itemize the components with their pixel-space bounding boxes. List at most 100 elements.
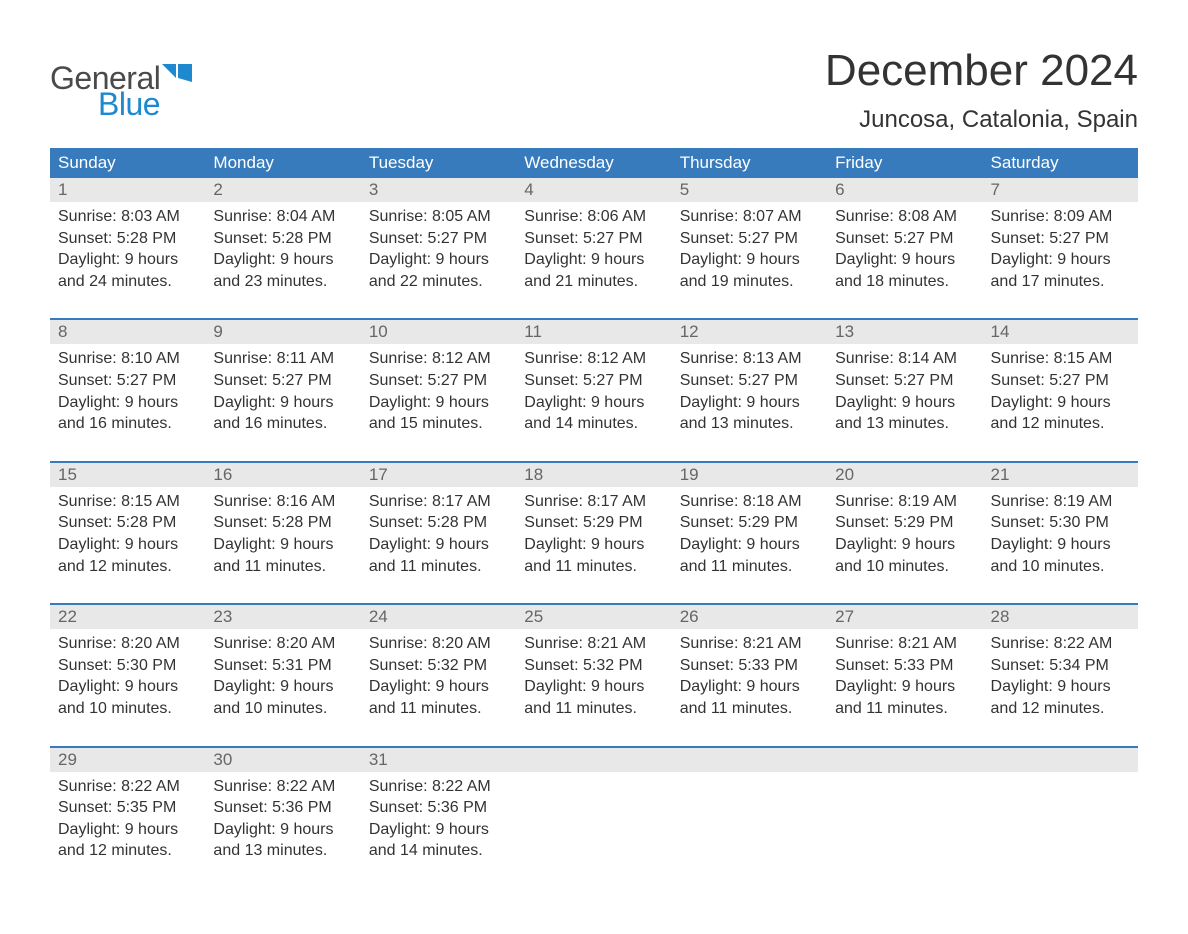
brand-text-blue: Blue bbox=[98, 88, 192, 120]
sunset-text: Sunset: 5:30 PM bbox=[991, 512, 1130, 534]
daylight-text-line2: and 12 minutes. bbox=[991, 698, 1130, 720]
daylight-text-line2: and 13 minutes. bbox=[680, 413, 819, 435]
day-number-cell: 23 bbox=[205, 605, 360, 629]
sunrise-text: Sunrise: 8:20 AM bbox=[213, 633, 352, 655]
daylight-text-line1: Daylight: 9 hours bbox=[524, 249, 663, 271]
day-number-cell: 12 bbox=[672, 320, 827, 344]
daylight-text-line1: Daylight: 9 hours bbox=[991, 676, 1130, 698]
day-number-cell: 28 bbox=[983, 605, 1138, 629]
daylight-text-line2: and 13 minutes. bbox=[213, 840, 352, 862]
daylight-text-line2: and 12 minutes. bbox=[58, 556, 197, 578]
day-number-cell: 4 bbox=[516, 178, 671, 202]
sunrise-text: Sunrise: 8:12 AM bbox=[369, 348, 508, 370]
daylight-text-line1: Daylight: 9 hours bbox=[369, 534, 508, 556]
calendar-body: 1234567Sunrise: 8:03 AMSunset: 5:28 PMDa… bbox=[50, 178, 1138, 888]
daylight-text-line2: and 19 minutes. bbox=[680, 271, 819, 293]
sunset-text: Sunset: 5:35 PM bbox=[58, 797, 197, 819]
location-text: Juncosa, Catalonia, Spain bbox=[825, 106, 1138, 134]
daylight-text-line1: Daylight: 9 hours bbox=[213, 392, 352, 414]
sunrise-text: Sunrise: 8:12 AM bbox=[524, 348, 663, 370]
sunset-text: Sunset: 5:28 PM bbox=[369, 512, 508, 534]
day-cell: Sunrise: 8:10 AMSunset: 5:27 PMDaylight:… bbox=[50, 344, 205, 461]
daylight-text-line1: Daylight: 9 hours bbox=[991, 249, 1130, 271]
day-number-cell: 19 bbox=[672, 463, 827, 487]
daylight-text-line1: Daylight: 9 hours bbox=[213, 819, 352, 841]
weekday-header: Wednesday bbox=[516, 148, 671, 178]
sunrise-text: Sunrise: 8:07 AM bbox=[680, 206, 819, 228]
day-number-cell: 6 bbox=[827, 178, 982, 202]
sunrise-text: Sunrise: 8:20 AM bbox=[369, 633, 508, 655]
day-number-cell: 30 bbox=[205, 748, 360, 772]
day-number-row: 891011121314 bbox=[50, 320, 1138, 344]
daylight-text-line1: Daylight: 9 hours bbox=[835, 676, 974, 698]
sunset-text: Sunset: 5:27 PM bbox=[991, 370, 1130, 392]
day-number-cell bbox=[983, 748, 1138, 772]
weekday-header: Sunday bbox=[50, 148, 205, 178]
daylight-text-line2: and 13 minutes. bbox=[835, 413, 974, 435]
brand-logo: General Blue bbox=[50, 46, 192, 120]
daylight-text-line2: and 15 minutes. bbox=[369, 413, 508, 435]
daylight-text-line1: Daylight: 9 hours bbox=[680, 676, 819, 698]
day-number-cell: 9 bbox=[205, 320, 360, 344]
daylight-text-line1: Daylight: 9 hours bbox=[524, 534, 663, 556]
sunset-text: Sunset: 5:30 PM bbox=[58, 655, 197, 677]
day-cell bbox=[672, 772, 827, 888]
sunset-text: Sunset: 5:34 PM bbox=[991, 655, 1130, 677]
sunrise-text: Sunrise: 8:21 AM bbox=[680, 633, 819, 655]
day-cell: Sunrise: 8:22 AMSunset: 5:36 PMDaylight:… bbox=[205, 772, 360, 888]
sunrise-text: Sunrise: 8:05 AM bbox=[369, 206, 508, 228]
day-cell: Sunrise: 8:17 AMSunset: 5:28 PMDaylight:… bbox=[361, 487, 516, 604]
weekday-header: Thursday bbox=[672, 148, 827, 178]
sunrise-text: Sunrise: 8:18 AM bbox=[680, 491, 819, 513]
sunrise-text: Sunrise: 8:10 AM bbox=[58, 348, 197, 370]
sunset-text: Sunset: 5:27 PM bbox=[991, 228, 1130, 250]
day-number-cell: 20 bbox=[827, 463, 982, 487]
page-title: December 2024 bbox=[825, 46, 1138, 96]
header-region: General Blue December 2024 Juncosa, Cata… bbox=[50, 46, 1138, 134]
sunset-text: Sunset: 5:27 PM bbox=[835, 370, 974, 392]
day-cell: Sunrise: 8:15 AMSunset: 5:28 PMDaylight:… bbox=[50, 487, 205, 604]
day-cell: Sunrise: 8:12 AMSunset: 5:27 PMDaylight:… bbox=[516, 344, 671, 461]
daylight-text-line2: and 16 minutes. bbox=[213, 413, 352, 435]
day-number-cell: 21 bbox=[983, 463, 1138, 487]
day-cell: Sunrise: 8:09 AMSunset: 5:27 PMDaylight:… bbox=[983, 202, 1138, 319]
sunset-text: Sunset: 5:27 PM bbox=[835, 228, 974, 250]
sunrise-text: Sunrise: 8:22 AM bbox=[58, 776, 197, 798]
flag-icon bbox=[162, 64, 192, 90]
daylight-text-line1: Daylight: 9 hours bbox=[524, 392, 663, 414]
daylight-text-line1: Daylight: 9 hours bbox=[835, 534, 974, 556]
daylight-text-line1: Daylight: 9 hours bbox=[524, 676, 663, 698]
daylight-text-line2: and 24 minutes. bbox=[58, 271, 197, 293]
daylight-text-line1: Daylight: 9 hours bbox=[369, 249, 508, 271]
weekday-header: Friday bbox=[827, 148, 982, 178]
sunrise-text: Sunrise: 8:22 AM bbox=[991, 633, 1130, 655]
day-cell bbox=[983, 772, 1138, 888]
day-cell: Sunrise: 8:08 AMSunset: 5:27 PMDaylight:… bbox=[827, 202, 982, 319]
daylight-text-line2: and 11 minutes. bbox=[369, 556, 508, 578]
daylight-text-line1: Daylight: 9 hours bbox=[58, 249, 197, 271]
weekday-header: Saturday bbox=[983, 148, 1138, 178]
daylight-text-line1: Daylight: 9 hours bbox=[213, 249, 352, 271]
daylight-text-line2: and 12 minutes. bbox=[58, 840, 197, 862]
day-cell: Sunrise: 8:20 AMSunset: 5:30 PMDaylight:… bbox=[50, 629, 205, 746]
sunset-text: Sunset: 5:29 PM bbox=[835, 512, 974, 534]
day-cell bbox=[827, 772, 982, 888]
daylight-text-line2: and 17 minutes. bbox=[991, 271, 1130, 293]
day-number-cell: 24 bbox=[361, 605, 516, 629]
sunset-text: Sunset: 5:27 PM bbox=[369, 370, 508, 392]
day-number-cell: 27 bbox=[827, 605, 982, 629]
daylight-text-line2: and 11 minutes. bbox=[680, 698, 819, 720]
weekday-header-row: Sunday Monday Tuesday Wednesday Thursday… bbox=[50, 148, 1138, 178]
day-cell: Sunrise: 8:22 AMSunset: 5:35 PMDaylight:… bbox=[50, 772, 205, 888]
sunset-text: Sunset: 5:27 PM bbox=[524, 228, 663, 250]
daylight-text-line2: and 11 minutes. bbox=[524, 556, 663, 578]
sunrise-text: Sunrise: 8:19 AM bbox=[835, 491, 974, 513]
day-number-cell bbox=[827, 748, 982, 772]
day-number-cell: 18 bbox=[516, 463, 671, 487]
daylight-text-line2: and 11 minutes. bbox=[680, 556, 819, 578]
sunset-text: Sunset: 5:32 PM bbox=[524, 655, 663, 677]
day-body-row: Sunrise: 8:15 AMSunset: 5:28 PMDaylight:… bbox=[50, 487, 1138, 604]
day-cell: Sunrise: 8:11 AMSunset: 5:27 PMDaylight:… bbox=[205, 344, 360, 461]
daylight-text-line2: and 10 minutes. bbox=[835, 556, 974, 578]
daylight-text-line2: and 10 minutes. bbox=[991, 556, 1130, 578]
